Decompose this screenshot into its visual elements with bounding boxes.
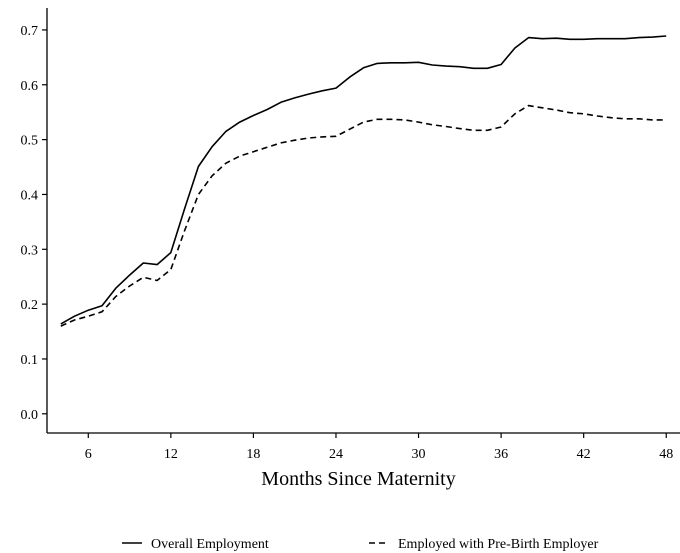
x-axis-title: Months Since Maternity [261,468,455,490]
x-tick-label: 24 [329,447,343,462]
y-tick-label: 0.5 [21,134,39,149]
y-tick-label: 0.2 [21,298,39,313]
y-tick-label: 0.4 [21,188,39,203]
overall-employment-line [60,35,667,325]
x-tick-label: 30 [412,447,426,462]
x-tick-label: 36 [494,447,508,462]
x-tick-label: 48 [659,447,673,462]
x-tick-label: 18 [246,447,260,462]
x-tick-label: 42 [577,447,591,462]
y-axis-ticks: 0.0 0.1 0.2 0.3 0.4 0.5 0.6 0.7 [21,24,47,423]
y-tick-label: 0.1 [21,353,39,368]
legend: Overall Employment Employed with Pre-Birt… [122,537,599,552]
pre-birth-employer-line [60,104,667,327]
x-tick-label: 6 [85,447,92,462]
legend-item-pre-birth-employer: Employed with Pre-Birth Employer [369,537,599,552]
series-layer [60,35,667,327]
legend-item-overall-employment: Overall Employment [122,537,269,552]
x-axis-ticks: 6 12 18 24 30 36 42 48 [85,433,673,462]
y-tick-label: 0.6 [21,79,39,94]
x-tick-label: 12 [164,447,178,462]
axes [46,8,680,434]
legend-label: Overall Employment [151,537,269,552]
y-tick-label: 0.7 [21,24,39,39]
y-tick-label: 0.3 [21,243,39,258]
y-tick-label: 0.0 [21,408,39,423]
legend-label: Employed with Pre-Birth Employer [398,537,599,552]
